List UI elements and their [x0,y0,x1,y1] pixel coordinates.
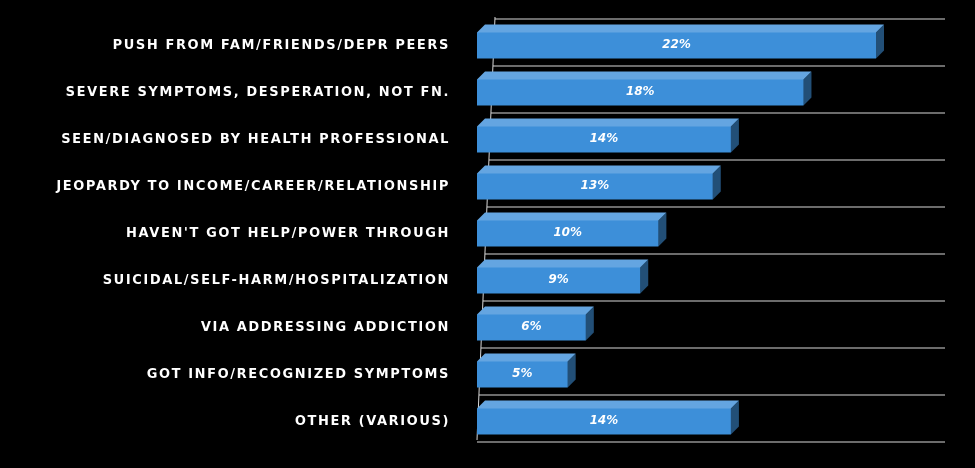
category-label: SEEN/DIAGNOSED BY HEALTH PROFESSIONAL [61,132,450,147]
bar-side [658,212,667,247]
bar-front [477,408,731,435]
bar-side [730,400,739,435]
bar-top [477,353,576,362]
value-label: 9% [548,272,568,286]
category-label: SUICIDAL/SELF-HARM/HOSPITALIZATION [103,273,450,288]
bar-side [730,118,739,153]
bar-side [876,24,884,59]
value-label: 22% [662,37,691,51]
category-label: GOT INFO/RECOGNIZED SYMPTOMS [147,367,450,382]
category-label: PUSH FROM FAM/FRIENDS/DEPR PEERS [113,38,450,53]
bar-top [477,400,739,409]
bar [477,118,739,153]
bar [477,71,812,106]
bar-top [477,259,649,268]
bar-top [477,24,884,33]
value-label: 14% [590,413,619,427]
bar-top [477,165,721,174]
bar-front [477,314,586,341]
category-label: OTHER (VARIOUS) [295,414,450,429]
bar-front [477,361,568,388]
category-label: VIA ADDRESSING ADDICTION [201,320,450,335]
category-label: JEOPARDY TO INCOME/CAREER/RELATIONSHIP [55,179,450,194]
value-label: 14% [590,131,619,145]
bar-top [477,306,594,315]
category-label: SEVERE SYMPTOMS, DESPERATION, NOT FN. [66,85,450,100]
value-label: 10% [553,225,582,239]
bar [477,353,576,388]
value-label: 6% [521,319,541,333]
bar [477,165,721,200]
bar-front [477,220,659,247]
value-label: 13% [581,178,610,192]
bar-top [477,212,667,221]
bar-front [477,79,804,106]
bar [477,259,649,294]
value-label: 5% [512,366,532,380]
bar-top [477,118,739,127]
bar-front [477,126,731,153]
value-label: 18% [626,84,655,98]
bar-top [477,71,812,80]
bar-side [712,165,721,200]
bar-side [567,353,576,388]
bar-front [477,32,876,59]
category-label: HAVEN'T GOT HELP/POWER THROUGH [126,226,450,241]
bar [477,400,739,435]
bar-side [640,259,649,294]
bar-side [803,71,812,106]
bar-front [477,173,713,200]
bar [477,24,884,59]
bar [477,212,667,247]
bar [477,306,594,341]
bar-front [477,267,641,294]
bar-side [585,306,594,341]
